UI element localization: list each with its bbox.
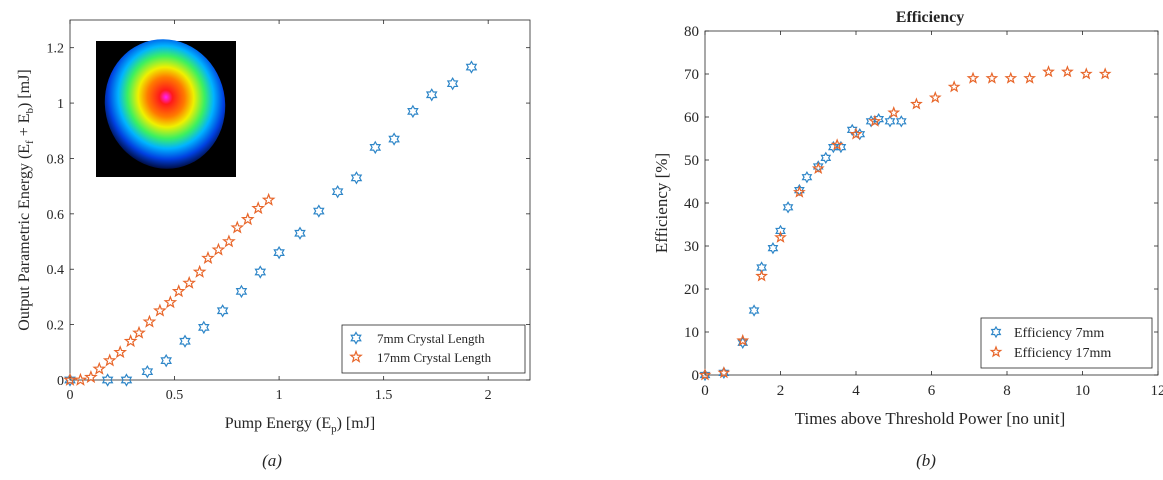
y-tick-label: 0 — [692, 368, 700, 384]
chart-b-x-label: Times above Threshold Power [no unit] — [795, 409, 1066, 428]
x-tick-label: 8 — [1003, 383, 1011, 399]
y-tick-label: 60 — [684, 110, 699, 126]
x-tick-label: 0.5 — [166, 388, 184, 403]
y-tick-label: 1 — [57, 97, 64, 112]
legend-a-label-17mm: 17mm Crystal Length — [377, 350, 492, 365]
y-tick-label: 30 — [684, 239, 699, 255]
caption-a: (a) — [262, 451, 282, 470]
legend-b-label-17mm: Efficiency 17mm — [1014, 346, 1111, 361]
chart-b-title: Efficiency — [896, 9, 964, 26]
chart-a-x-label: Pump Energy (Ep) [mJ] — [225, 415, 376, 435]
chart-a: 0 0.2 0.4 0.6 0.8 1 1.2 0 0.5 1 1.5 2 7mm Crystal … — [16, 20, 530, 470]
y-tick-label: 10 — [684, 325, 699, 341]
x-tick-label: 0 — [701, 383, 709, 399]
y-tick-label: 20 — [684, 282, 699, 298]
y-tick-label: 50 — [684, 153, 699, 169]
y-tick-label: 0.2 — [47, 319, 65, 334]
x-tick-label: 0 — [67, 388, 74, 403]
legend-a-label-7mm: 7mm Crystal Length — [377, 331, 485, 346]
x-tick-label: 1 — [276, 388, 283, 403]
y-tick-label: 0.8 — [47, 152, 65, 167]
x-tick-label: 2 — [777, 383, 785, 399]
y-tick-label: 0.6 — [47, 208, 65, 223]
chart-a-y-label: Output Parametric Energy (Ef + Eb) [mJ] — [16, 69, 36, 330]
chart-b-legend: Efficiency 7mm Efficiency 17mm — [981, 318, 1152, 368]
beam-profile-inset — [93, 28, 237, 180]
y-tick-label: 40 — [684, 196, 699, 212]
x-tick-label: 6 — [928, 383, 936, 399]
chart-b-y-label: Efficiency [%] — [652, 153, 671, 253]
legend-b-label-7mm: Efficiency 7mm — [1014, 326, 1104, 341]
chart-b: Efficiency 0 10 20 30 40 50 60 70 80 0 2 4 6 8 10 12 E… — [652, 9, 1163, 470]
y-tick-label: 1.2 — [47, 42, 65, 57]
y-tick-label: 0.4 — [47, 263, 65, 278]
x-tick-label: 4 — [852, 383, 860, 399]
chart-a-legend: 7mm Crystal Length 17mm Crystal Length — [342, 325, 525, 373]
caption-b: (b) — [916, 451, 936, 470]
x-tick-label: 1.5 — [375, 388, 393, 403]
y-tick-label: 0 — [57, 374, 64, 389]
x-tick-label: 10 — [1075, 383, 1090, 399]
x-tick-label: 12 — [1151, 383, 1163, 399]
y-tick-label: 70 — [684, 67, 699, 83]
x-tick-label: 2 — [485, 388, 492, 403]
y-tick-label: 80 — [684, 24, 699, 40]
